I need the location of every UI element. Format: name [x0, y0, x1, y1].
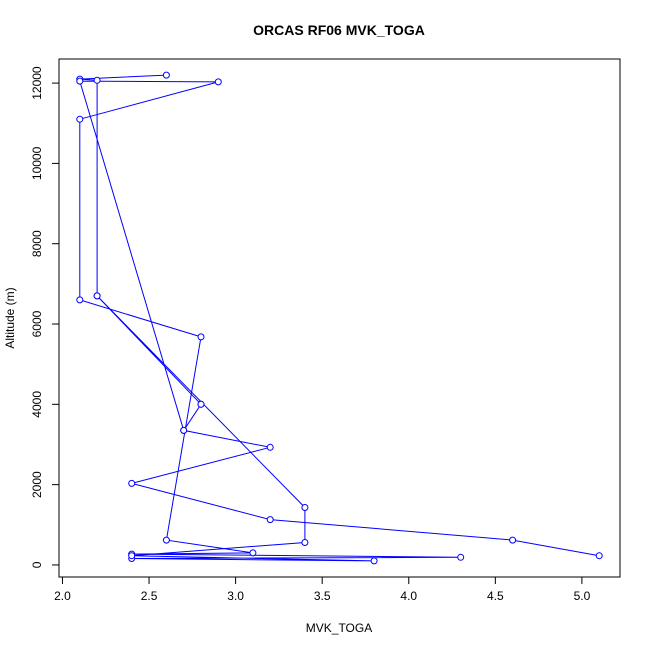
- y-tick-label: 4000: [30, 391, 44, 418]
- data-point: [301, 539, 309, 546]
- data-point: [370, 557, 378, 565]
- x-tick-label: 4.0: [400, 589, 417, 603]
- data-point: [197, 400, 205, 408]
- series-points: [76, 71, 603, 565]
- x-tick-label: 3.0: [227, 589, 244, 603]
- data-point: [595, 552, 603, 560]
- x-axis: 2.0 2.5 3.0 3.5 4.0 4.5 5.0: [54, 576, 591, 603]
- data-point: [76, 77, 84, 85]
- series-lines: [79, 74, 600, 562]
- x-axis-label: MVK_TOGA: [306, 621, 372, 635]
- data-point: [266, 516, 274, 524]
- y-tick-label: 8000: [30, 230, 44, 257]
- data-point: [128, 552, 136, 560]
- data-point: [76, 115, 84, 123]
- data-point: [162, 71, 170, 79]
- x-tick-label: 4.5: [487, 589, 504, 603]
- series-line: [79, 74, 600, 562]
- data-point: [76, 296, 84, 304]
- y-axis-label: Altitude (m): [3, 287, 17, 348]
- y-tick-label: 12000: [30, 66, 44, 100]
- x-tick-label: 5.0: [574, 589, 591, 603]
- data-point: [249, 549, 257, 557]
- data-point: [93, 76, 101, 84]
- x-tick-label: 3.5: [314, 589, 331, 603]
- data-point: [301, 504, 309, 511]
- data-point: [266, 443, 274, 451]
- x-tick-label: 2.0: [54, 589, 71, 603]
- data-point: [93, 292, 101, 300]
- data-point: [162, 536, 170, 544]
- data-point: [214, 78, 222, 86]
- y-tick-label: 10000: [30, 146, 44, 180]
- chart-title: ORCAS RF06 MVK_TOGA: [253, 22, 425, 38]
- data-point: [128, 479, 136, 487]
- y-axis: 0 2000 4000 6000 8000 10000 12000: [30, 66, 60, 568]
- data-point: [509, 536, 517, 544]
- data-point: [457, 553, 465, 561]
- y-tick-label: 6000: [30, 310, 44, 337]
- y-tick-label: 0: [30, 561, 44, 568]
- data-point: [180, 426, 188, 434]
- y-tick-label: 2000: [30, 471, 44, 498]
- x-tick-label: 2.5: [141, 589, 158, 603]
- plot-area-frame: [58, 58, 621, 578]
- data-point: [197, 333, 205, 341]
